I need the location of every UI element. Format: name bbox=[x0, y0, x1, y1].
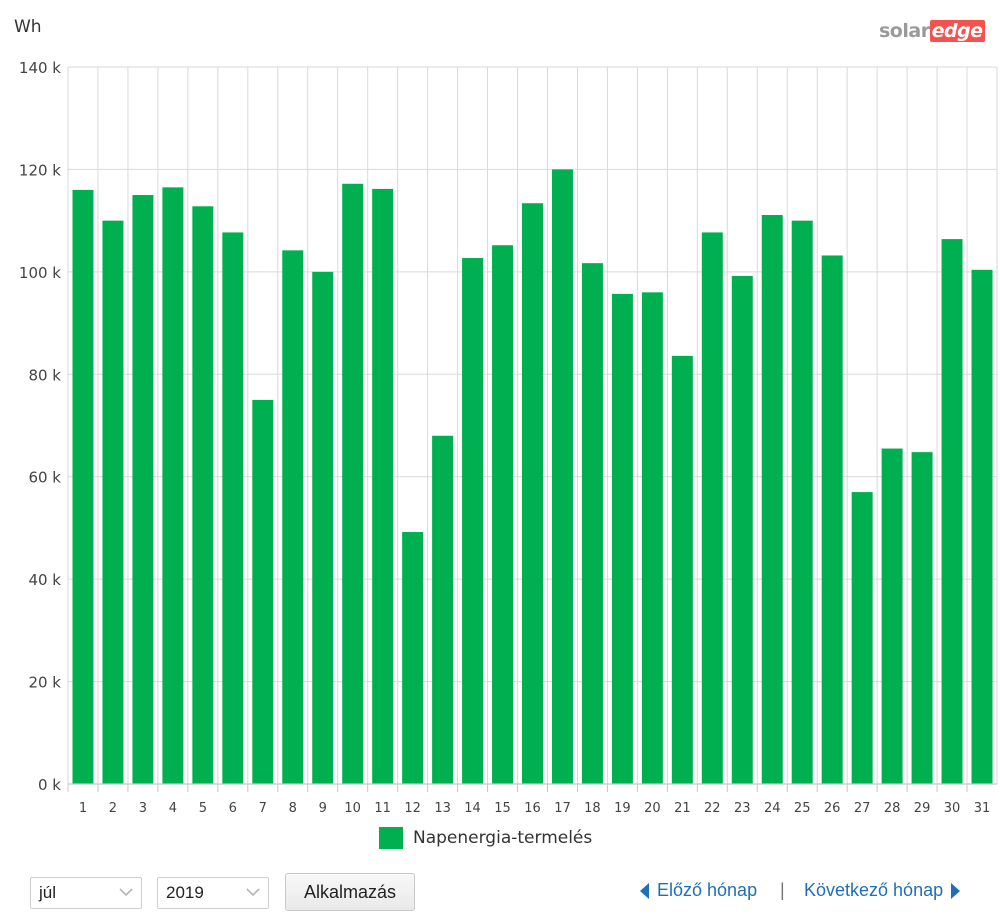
y-tick-label: 40 k bbox=[28, 571, 61, 589]
x-tick-label: 5 bbox=[199, 801, 207, 816]
x-tick-label: 17 bbox=[554, 801, 571, 816]
bar bbox=[701, 232, 723, 785]
next-month-link[interactable]: Következő hónap bbox=[804, 880, 961, 901]
bar bbox=[162, 187, 184, 784]
next-month-label: Következő hónap bbox=[804, 880, 944, 900]
bar bbox=[581, 263, 603, 784]
x-tick-label: 7 bbox=[259, 801, 267, 816]
y-tick-label: 60 k bbox=[28, 469, 61, 487]
x-tick-label: 21 bbox=[674, 801, 691, 816]
x-tick-label: 13 bbox=[434, 801, 451, 816]
solaredge-logo: solar edge bbox=[879, 20, 985, 42]
bar bbox=[282, 250, 304, 784]
bar bbox=[881, 448, 903, 784]
x-tick-label: 22 bbox=[704, 801, 721, 816]
x-tick-label: 12 bbox=[404, 801, 421, 816]
bar bbox=[911, 452, 933, 784]
x-tick-label: 23 bbox=[734, 801, 751, 816]
previous-month-label: Előző hónap bbox=[657, 880, 758, 900]
bar bbox=[72, 189, 94, 784]
x-tick-label: 2 bbox=[109, 801, 117, 816]
bar bbox=[402, 532, 424, 784]
bar bbox=[671, 355, 693, 784]
bar bbox=[132, 195, 154, 785]
previous-month-link[interactable]: Előző hónap bbox=[640, 880, 757, 901]
y-tick-label: 0 k bbox=[38, 776, 61, 794]
bar bbox=[432, 435, 454, 784]
x-tick-label: 27 bbox=[854, 801, 871, 816]
bar bbox=[791, 220, 813, 785]
y-tick-label: 120 k bbox=[19, 161, 61, 179]
triangle-left-icon bbox=[640, 882, 649, 899]
x-tick-label: 18 bbox=[584, 801, 601, 816]
logo-text-solar: solar bbox=[879, 20, 930, 42]
bar bbox=[641, 292, 663, 784]
x-tick-label: 9 bbox=[319, 801, 327, 816]
bar bbox=[192, 206, 214, 784]
triangle-right-icon bbox=[951, 882, 961, 899]
bar bbox=[821, 255, 843, 784]
x-tick-label: 28 bbox=[884, 801, 901, 816]
x-tick-label: 11 bbox=[374, 801, 391, 816]
y-tick-label: 100 k bbox=[19, 264, 61, 282]
bar bbox=[102, 220, 124, 785]
y-axis-unit-label: Wh bbox=[14, 17, 42, 37]
x-tick-label: 19 bbox=[614, 801, 631, 816]
bar bbox=[761, 215, 783, 785]
bar bbox=[941, 239, 963, 784]
x-tick-label: 16 bbox=[524, 801, 541, 816]
month-select-value: júl bbox=[39, 883, 57, 902]
x-tick-label: 29 bbox=[914, 801, 931, 816]
month-select[interactable]: júl bbox=[30, 877, 142, 909]
x-tick-label: 30 bbox=[944, 801, 961, 816]
x-tick-label: 1 bbox=[79, 801, 87, 816]
bar bbox=[551, 169, 573, 784]
x-tick-label: 20 bbox=[644, 801, 661, 816]
chart-legend[interactable]: Napenergia-termelés bbox=[379, 827, 592, 849]
year-select[interactable]: 2019 bbox=[157, 877, 269, 909]
bar bbox=[492, 245, 514, 784]
chevron-down-icon bbox=[246, 888, 260, 897]
x-tick-label: 3 bbox=[139, 801, 147, 816]
bar bbox=[252, 399, 274, 784]
x-tick-label: 31 bbox=[974, 801, 991, 816]
y-tick-label: 20 k bbox=[28, 674, 61, 692]
chevron-down-icon bbox=[119, 888, 133, 897]
bar bbox=[222, 232, 244, 785]
bar bbox=[522, 203, 543, 785]
x-tick-label: 10 bbox=[344, 801, 361, 816]
x-tick-label: 26 bbox=[824, 801, 841, 816]
x-tick-label: 15 bbox=[494, 801, 511, 816]
bar bbox=[611, 293, 633, 784]
apply-button[interactable]: Alkalmazás bbox=[285, 873, 415, 911]
x-tick-label: 25 bbox=[794, 801, 811, 816]
legend-swatch bbox=[379, 827, 403, 849]
bar bbox=[312, 271, 334, 784]
nav-separator: | bbox=[780, 880, 785, 900]
y-tick-label: 80 k bbox=[28, 366, 61, 384]
x-tick-label: 6 bbox=[229, 801, 237, 816]
legend-label: Napenergia-termelés bbox=[413, 828, 593, 848]
x-tick-label: 4 bbox=[169, 801, 177, 816]
bar bbox=[851, 492, 873, 784]
year-select-value: 2019 bbox=[166, 883, 204, 902]
bar bbox=[372, 188, 394, 784]
bar bbox=[971, 269, 993, 784]
logo-text-edge: edge bbox=[929, 20, 985, 42]
x-tick-label: 14 bbox=[464, 801, 481, 816]
bar bbox=[462, 258, 484, 784]
x-tick-label: 24 bbox=[764, 801, 781, 816]
bar bbox=[342, 183, 364, 785]
x-tick-label: 8 bbox=[289, 801, 297, 816]
bar bbox=[731, 275, 753, 784]
y-tick-label: 140 k bbox=[19, 59, 61, 77]
